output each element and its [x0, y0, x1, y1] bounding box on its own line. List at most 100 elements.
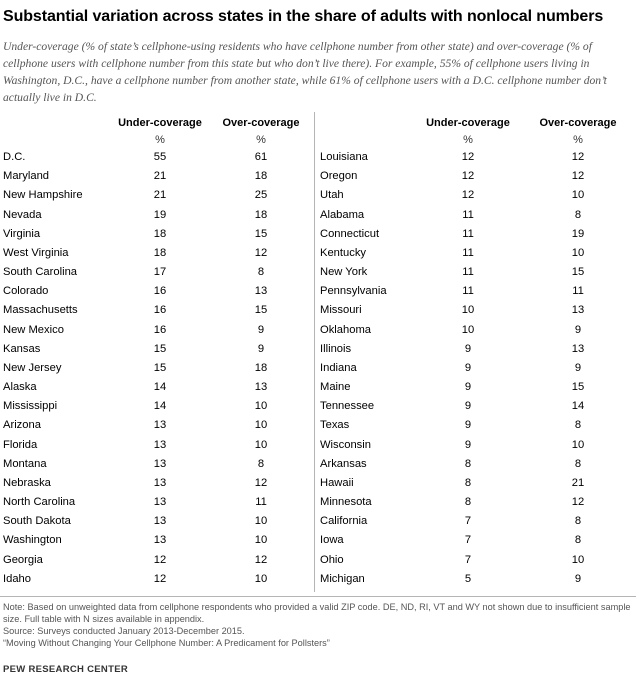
state-name: Ohio [320, 553, 344, 566]
over-coverage-value: 15 [254, 227, 268, 240]
under-coverage-value: 21 [153, 189, 167, 202]
table-row: Nevada 19 18 [3, 206, 303, 225]
state-name: Mississippi [3, 400, 58, 413]
under-coverage-value: 13 [153, 534, 167, 547]
over-coverage-value: 12 [254, 476, 268, 489]
state-name: Arizona [3, 419, 41, 432]
under-coverage-value: 9 [464, 342, 472, 355]
state-name: Alabama [320, 208, 365, 221]
under-coverage-value: 12 [153, 553, 167, 566]
note-text: Note: Based on unweighted data from cell… [3, 602, 631, 624]
under-coverage-value: 10 [461, 323, 475, 336]
under-coverage-value: 11 [462, 208, 474, 221]
table-row: Missouri 10 13 [320, 301, 620, 320]
under-coverage-value: 11 [462, 246, 474, 259]
over-coverage-value: 11 [255, 496, 267, 509]
table-row: Texas 9 8 [320, 416, 620, 435]
table-row: Idaho 12 10 [3, 570, 303, 589]
right-over-coverage-header: Over-coverage [539, 117, 617, 129]
state-name: South Carolina [3, 266, 78, 279]
under-coverage-value: 13 [153, 515, 167, 528]
under-coverage-value: 12 [461, 151, 475, 163]
under-coverage-value: 11 [462, 285, 474, 298]
over-coverage-value: 9 [574, 323, 582, 336]
over-coverage-value: 8 [574, 419, 582, 432]
state-name: Maryland [3, 170, 50, 183]
over-coverage-value: 15 [571, 266, 585, 279]
table-row: Indiana 9 9 [320, 359, 620, 378]
table-row: Iowa 7 8 [320, 531, 620, 550]
state-name: Kentucky [320, 246, 367, 259]
state-name: D.C. [3, 151, 26, 163]
state-name: Georgia [3, 553, 43, 566]
under-coverage-value: 8 [464, 457, 472, 470]
over-coverage-value: 8 [574, 208, 582, 221]
over-coverage-value: 9 [257, 323, 265, 336]
state-name: Iowa [320, 534, 344, 547]
under-coverage-value: 8 [464, 476, 472, 489]
left-over-coverage-header: Over-coverage [222, 117, 300, 129]
under-coverage-value: 12 [153, 572, 167, 585]
footnotes: Note: Based on unweighted data from cell… [3, 601, 631, 649]
under-coverage-value: 7 [464, 534, 472, 547]
table-row: West Virginia 18 12 [3, 244, 303, 263]
over-coverage-value: 12 [254, 246, 268, 259]
right-under-coverage-header: Under-coverage [426, 117, 510, 129]
under-coverage-value: 21 [153, 170, 167, 183]
under-coverage-value: 10 [461, 304, 475, 317]
org-name: PEW RESEARCH CENTER [3, 664, 128, 675]
state-name: North Carolina [3, 496, 76, 509]
under-coverage-value: 9 [464, 438, 472, 451]
over-coverage-value: 9 [574, 361, 582, 374]
left-under-coverage-header: Under-coverage [118, 117, 202, 129]
table-row: New Hampshire 21 25 [3, 186, 303, 205]
over-coverage-value: 10 [254, 572, 268, 585]
right-over-unit: % [573, 134, 583, 146]
over-coverage-value: 10 [254, 400, 268, 413]
over-coverage-value: 9 [574, 572, 582, 585]
state-name: Pennsylvania [320, 285, 387, 298]
over-coverage-value: 15 [571, 381, 585, 394]
state-name: New Jersey [3, 361, 62, 374]
under-coverage-value: 13 [153, 457, 167, 470]
under-coverage-value: 14 [153, 400, 167, 413]
table-row: Nebraska 13 12 [3, 474, 303, 493]
over-coverage-value: 10 [254, 438, 268, 451]
table-row: Colorado 16 13 [3, 282, 303, 301]
source-text: Source: Surveys conducted January 2013-D… [3, 626, 245, 636]
over-coverage-value: 15 [254, 304, 268, 317]
table-row: Kentucky 11 10 [320, 244, 620, 263]
over-coverage-value: 10 [571, 246, 585, 259]
table-row: Alabama 11 8 [320, 206, 620, 225]
state-name: California [320, 515, 368, 528]
table-row: Connecticut 11 19 [320, 225, 620, 244]
over-coverage-value: 13 [571, 304, 585, 317]
footer-divider [0, 596, 636, 597]
state-name: Texas [320, 419, 350, 432]
left-over-unit: % [256, 134, 266, 146]
table-row: Montana 13 8 [3, 455, 303, 474]
state-name: Massachusetts [3, 304, 78, 317]
under-coverage-value: 16 [153, 323, 167, 336]
state-name: Colorado [3, 285, 49, 298]
over-coverage-value: 10 [571, 553, 585, 566]
state-name: Washington [3, 534, 62, 547]
table-row: Hawaii 8 21 [320, 474, 620, 493]
under-coverage-value: 12 [461, 170, 475, 183]
state-name: Wisconsin [320, 438, 371, 451]
table-row: Virginia 18 15 [3, 225, 303, 244]
table-row: Michigan 5 9 [320, 570, 620, 589]
table-row: Massachusetts 16 15 [3, 301, 303, 320]
chart-subtitle: Under-coverage (% of state’s cellphone-u… [3, 40, 607, 104]
under-coverage-value: 9 [464, 361, 472, 374]
state-name: Michigan [320, 572, 365, 585]
over-coverage-value: 12 [571, 496, 585, 509]
over-coverage-value: 8 [257, 266, 265, 279]
table-row: Alaska 14 13 [3, 378, 303, 397]
table-row: Arizona 13 10 [3, 416, 303, 435]
over-coverage-value: 18 [254, 208, 268, 221]
chart-title: Substantial variation across states in t… [3, 8, 604, 25]
table-row: California 7 8 [320, 512, 620, 531]
under-coverage-value: 13 [153, 438, 167, 451]
table-row: New Mexico 16 9 [3, 321, 303, 340]
